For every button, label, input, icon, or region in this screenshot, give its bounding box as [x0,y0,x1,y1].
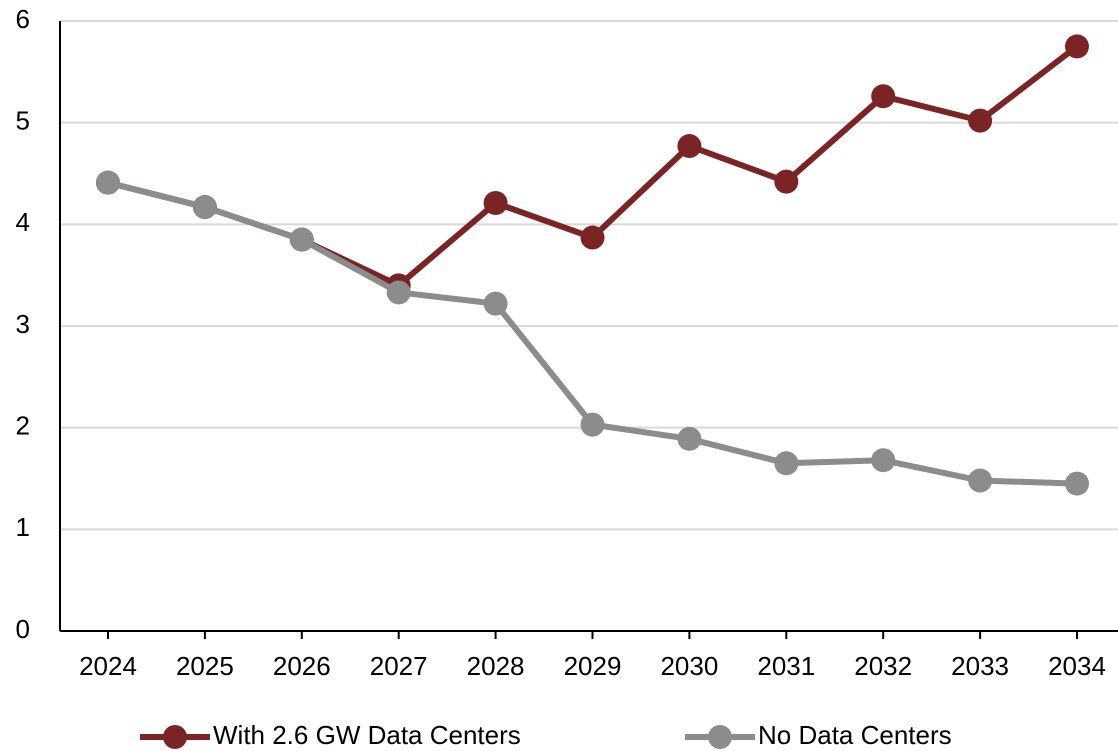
point [677,134,702,159]
point [289,227,314,252]
point [96,170,120,195]
y-tick-label: 4 [16,207,30,237]
y-tick-label: 2 [16,411,30,441]
x-tick-label: 2032 [854,651,912,681]
x-tick-label: 2025 [176,651,234,681]
point [483,291,508,316]
legend-marker [163,725,187,749]
point [580,225,605,250]
point [968,108,993,133]
legend-label: With 2.6 GW Data Centers [213,720,521,750]
x-tick-label: 2027 [370,651,428,681]
point [1065,471,1089,496]
point [1065,34,1089,59]
y-tick-label: 3 [16,309,30,339]
x-tick-label: 2026 [273,651,331,681]
x-tick-label: 2031 [757,651,815,681]
x-tick-label: 2033 [951,651,1009,681]
point [774,451,799,476]
legend-label: No Data Centers [758,720,952,750]
x-tick-label: 2034 [1048,651,1106,681]
point [677,426,702,451]
x-tick-label: 2029 [564,651,622,681]
point [871,448,896,473]
y-tick-label: 6 [16,4,30,34]
legend-marker [708,725,732,749]
point [386,280,411,305]
y-tick-label: 1 [16,512,30,542]
x-tick-label: 2028 [467,651,525,681]
point [968,468,993,493]
point [192,195,217,220]
point [580,412,605,437]
x-tick-label: 2030 [660,651,718,681]
y-tick-label: 5 [16,106,30,136]
point [483,190,508,215]
x-tick-label: 2024 [79,651,137,681]
y-tick-label: 0 [16,614,30,644]
point [774,169,799,194]
point [871,84,896,109]
